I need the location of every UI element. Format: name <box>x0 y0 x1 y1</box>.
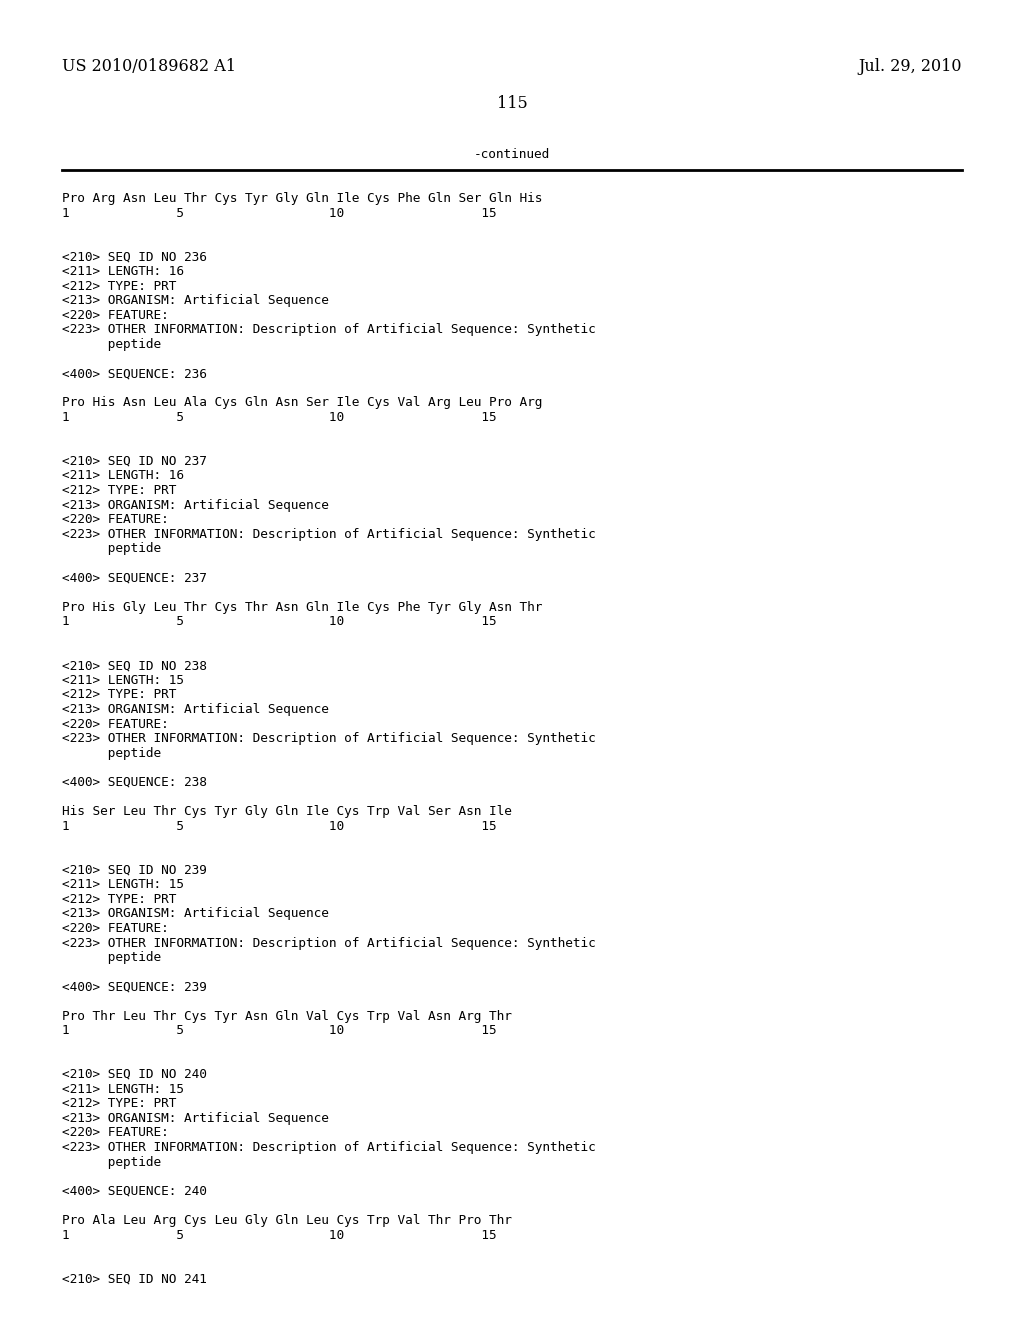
Text: <223> OTHER INFORMATION: Description of Artificial Sequence: Synthetic: <223> OTHER INFORMATION: Description of … <box>62 733 596 746</box>
Text: -continued: -continued <box>474 148 550 161</box>
Text: 1              5                   10                  15: 1 5 10 15 <box>62 1229 497 1242</box>
Text: <210> SEQ ID NO 240: <210> SEQ ID NO 240 <box>62 1068 207 1081</box>
Text: <212> TYPE: PRT: <212> TYPE: PRT <box>62 892 176 906</box>
Text: <400> SEQUENCE: 240: <400> SEQUENCE: 240 <box>62 1185 207 1197</box>
Text: <220> FEATURE:: <220> FEATURE: <box>62 1126 169 1139</box>
Text: <223> OTHER INFORMATION: Description of Artificial Sequence: Synthetic: <223> OTHER INFORMATION: Description of … <box>62 323 596 337</box>
Text: Jul. 29, 2010: Jul. 29, 2010 <box>858 58 962 75</box>
Text: <210> SEQ ID NO 241: <210> SEQ ID NO 241 <box>62 1272 207 1286</box>
Text: peptide: peptide <box>62 747 161 760</box>
Text: <212> TYPE: PRT: <212> TYPE: PRT <box>62 689 176 701</box>
Text: <210> SEQ ID NO 239: <210> SEQ ID NO 239 <box>62 863 207 876</box>
Text: peptide: peptide <box>62 1155 161 1168</box>
Text: peptide: peptide <box>62 543 161 556</box>
Text: US 2010/0189682 A1: US 2010/0189682 A1 <box>62 58 236 75</box>
Text: 1              5                   10                  15: 1 5 10 15 <box>62 615 497 628</box>
Text: <211> LENGTH: 15: <211> LENGTH: 15 <box>62 878 184 891</box>
Text: <220> FEATURE:: <220> FEATURE: <box>62 513 169 527</box>
Text: <211> LENGTH: 16: <211> LENGTH: 16 <box>62 470 184 482</box>
Text: <213> ORGANISM: Artificial Sequence: <213> ORGANISM: Artificial Sequence <box>62 907 329 920</box>
Text: peptide: peptide <box>62 952 161 964</box>
Text: 1              5                   10                  15: 1 5 10 15 <box>62 820 497 833</box>
Text: <212> TYPE: PRT: <212> TYPE: PRT <box>62 280 176 293</box>
Text: <211> LENGTH: 16: <211> LENGTH: 16 <box>62 265 184 279</box>
Text: <213> ORGANISM: Artificial Sequence: <213> ORGANISM: Artificial Sequence <box>62 1111 329 1125</box>
Text: Pro His Asn Leu Ala Cys Gln Asn Ser Ile Cys Val Arg Leu Pro Arg: Pro His Asn Leu Ala Cys Gln Asn Ser Ile … <box>62 396 543 409</box>
Text: <210> SEQ ID NO 236: <210> SEQ ID NO 236 <box>62 251 207 264</box>
Text: <211> LENGTH: 15: <211> LENGTH: 15 <box>62 1082 184 1096</box>
Text: 1              5                   10                  15: 1 5 10 15 <box>62 207 497 219</box>
Text: <212> TYPE: PRT: <212> TYPE: PRT <box>62 484 176 498</box>
Text: peptide: peptide <box>62 338 161 351</box>
Text: <220> FEATURE:: <220> FEATURE: <box>62 309 169 322</box>
Text: <220> FEATURE:: <220> FEATURE: <box>62 921 169 935</box>
Text: 115: 115 <box>497 95 527 112</box>
Text: <400> SEQUENCE: 238: <400> SEQUENCE: 238 <box>62 776 207 789</box>
Text: Pro Ala Leu Arg Cys Leu Gly Gln Leu Cys Trp Val Thr Pro Thr: Pro Ala Leu Arg Cys Leu Gly Gln Leu Cys … <box>62 1214 512 1228</box>
Text: <223> OTHER INFORMATION: Description of Artificial Sequence: Synthetic: <223> OTHER INFORMATION: Description of … <box>62 528 596 541</box>
Text: <400> SEQUENCE: 237: <400> SEQUENCE: 237 <box>62 572 207 585</box>
Text: <400> SEQUENCE: 236: <400> SEQUENCE: 236 <box>62 367 207 380</box>
Text: <223> OTHER INFORMATION: Description of Artificial Sequence: Synthetic: <223> OTHER INFORMATION: Description of … <box>62 937 596 949</box>
Text: Pro Arg Asn Leu Thr Cys Tyr Gly Gln Ile Cys Phe Gln Ser Gln His: Pro Arg Asn Leu Thr Cys Tyr Gly Gln Ile … <box>62 191 543 205</box>
Text: <210> SEQ ID NO 238: <210> SEQ ID NO 238 <box>62 659 207 672</box>
Text: <211> LENGTH: 15: <211> LENGTH: 15 <box>62 673 184 686</box>
Text: 1              5                   10                  15: 1 5 10 15 <box>62 411 497 424</box>
Text: <223> OTHER INFORMATION: Description of Artificial Sequence: Synthetic: <223> OTHER INFORMATION: Description of … <box>62 1140 596 1154</box>
Text: 1              5                   10                  15: 1 5 10 15 <box>62 1024 497 1038</box>
Text: <213> ORGANISM: Artificial Sequence: <213> ORGANISM: Artificial Sequence <box>62 499 329 512</box>
Text: <210> SEQ ID NO 237: <210> SEQ ID NO 237 <box>62 455 207 467</box>
Text: <213> ORGANISM: Artificial Sequence: <213> ORGANISM: Artificial Sequence <box>62 294 329 308</box>
Text: Pro His Gly Leu Thr Cys Thr Asn Gln Ile Cys Phe Tyr Gly Asn Thr: Pro His Gly Leu Thr Cys Thr Asn Gln Ile … <box>62 601 543 614</box>
Text: <212> TYPE: PRT: <212> TYPE: PRT <box>62 1097 176 1110</box>
Text: Pro Thr Leu Thr Cys Tyr Asn Gln Val Cys Trp Val Asn Arg Thr: Pro Thr Leu Thr Cys Tyr Asn Gln Val Cys … <box>62 1010 512 1023</box>
Text: <400> SEQUENCE: 239: <400> SEQUENCE: 239 <box>62 981 207 994</box>
Text: <213> ORGANISM: Artificial Sequence: <213> ORGANISM: Artificial Sequence <box>62 704 329 715</box>
Text: <220> FEATURE:: <220> FEATURE: <box>62 718 169 730</box>
Text: His Ser Leu Thr Cys Tyr Gly Gln Ile Cys Trp Val Ser Asn Ile: His Ser Leu Thr Cys Tyr Gly Gln Ile Cys … <box>62 805 512 818</box>
